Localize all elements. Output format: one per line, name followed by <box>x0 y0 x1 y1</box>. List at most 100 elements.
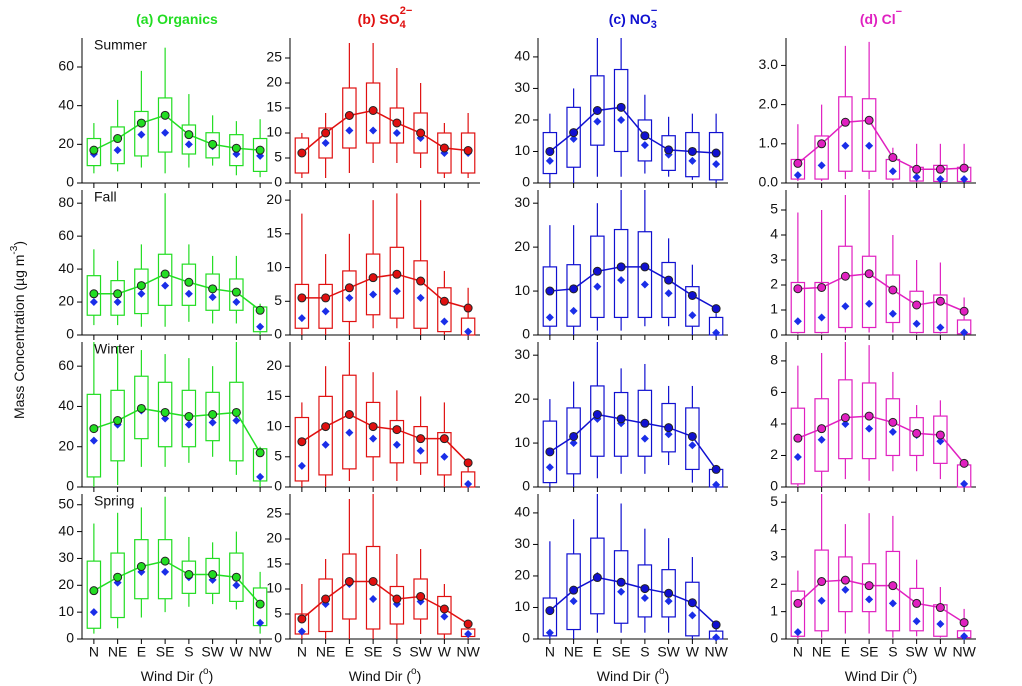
y-tick-label: 1 <box>770 301 778 317</box>
box <box>861 382 877 460</box>
median-marker <box>569 439 578 448</box>
x-tick-label: NE <box>108 644 127 660</box>
box <box>838 96 853 172</box>
y-tick-label: 5 <box>274 605 282 621</box>
mean-marker <box>545 606 555 616</box>
x-tick-label: S <box>888 644 897 660</box>
mean-marker <box>231 407 241 417</box>
median-marker <box>256 472 265 481</box>
mean-marker <box>569 431 579 441</box>
mean-marker <box>840 117 850 127</box>
mean-marker <box>89 586 99 596</box>
x-label-end: ) <box>417 668 422 684</box>
mean-marker <box>912 300 922 310</box>
y-tick-label: 10 <box>266 417 282 433</box>
y-label-sup: -3 <box>9 245 20 254</box>
median-marker <box>712 328 721 337</box>
median-marker <box>936 619 945 628</box>
mean-marker <box>664 275 674 285</box>
median-marker <box>464 630 473 638</box>
median-marker <box>545 463 554 472</box>
median-marker <box>137 289 146 298</box>
y-label-end: ) <box>11 241 27 246</box>
mean-marker <box>113 416 123 426</box>
median-marker <box>617 587 626 596</box>
x-tick-label: N <box>297 644 307 660</box>
y-tick-label: 20 <box>266 191 282 207</box>
mean-marker <box>208 284 218 294</box>
median-marker <box>817 596 826 605</box>
mean-line <box>301 109 469 154</box>
mean-marker <box>297 437 307 447</box>
mean-marker <box>640 418 650 428</box>
y-tick-label: 20 <box>58 135 74 151</box>
median-marker <box>345 428 354 437</box>
y-tick-label: 2.0 <box>759 95 779 111</box>
median-marker <box>817 435 826 444</box>
mean-marker <box>687 431 697 441</box>
box <box>342 374 357 470</box>
mean-marker <box>89 289 99 299</box>
mean-marker <box>592 106 602 115</box>
median-marker <box>232 581 241 590</box>
box <box>294 416 310 482</box>
median-marker <box>841 419 850 428</box>
median-marker <box>712 160 721 169</box>
mean-marker <box>113 572 123 582</box>
mean-marker <box>255 145 265 155</box>
y-tick-label: 15 <box>266 99 282 115</box>
box <box>181 124 197 155</box>
mean-marker <box>368 273 378 283</box>
median-marker <box>161 414 170 423</box>
title-sup: 2− <box>400 5 413 17</box>
median-marker <box>440 452 449 461</box>
mean-marker <box>864 581 874 591</box>
y-tick-label: 0 <box>522 326 530 342</box>
y-tick-label: 0 <box>66 630 74 646</box>
x-tick-label: N <box>89 644 99 660</box>
mean-marker <box>136 562 146 571</box>
median-marker <box>416 446 425 455</box>
mean-marker <box>184 277 194 287</box>
mean-marker <box>184 130 194 140</box>
median-marker <box>569 597 578 606</box>
box <box>110 126 125 165</box>
median-marker <box>640 280 649 289</box>
median-marker <box>617 276 626 285</box>
median-marker <box>392 129 401 137</box>
mean-marker <box>935 430 945 440</box>
mean-marker <box>817 283 827 292</box>
x-tick-label: N <box>793 644 803 660</box>
mean-marker <box>231 287 241 297</box>
x-axis-label: Wind Dir (o) <box>597 666 669 684</box>
box <box>861 255 877 329</box>
mean-marker <box>160 556 170 566</box>
mean-marker <box>687 146 697 156</box>
box <box>885 398 901 457</box>
x-label-sup: o <box>907 666 913 677</box>
y-tick-label: 10 <box>266 580 282 596</box>
title-sub: 3 <box>651 19 657 31</box>
median-marker <box>793 453 802 462</box>
mean-marker <box>160 110 170 120</box>
mean-marker <box>463 458 473 468</box>
mean-marker <box>864 411 874 421</box>
box <box>365 545 381 630</box>
y-tick-label: 0 <box>770 630 778 646</box>
mean-marker <box>439 434 449 444</box>
mean-marker <box>297 614 307 624</box>
median-marker <box>545 156 554 165</box>
median-marker <box>865 595 874 604</box>
median-marker <box>865 141 874 150</box>
box <box>790 407 806 485</box>
mean-marker <box>664 145 674 155</box>
x-label-text: Wind Dir ( <box>349 668 412 684</box>
mean-marker <box>136 118 146 128</box>
box <box>318 283 333 329</box>
y-tick-label: 60 <box>58 58 74 74</box>
y-tick-label: 15 <box>266 387 282 403</box>
panel-title: (b) SO4 2− <box>358 5 413 31</box>
median-marker <box>208 293 217 302</box>
median-marker <box>936 175 945 184</box>
mean-marker <box>864 115 874 125</box>
